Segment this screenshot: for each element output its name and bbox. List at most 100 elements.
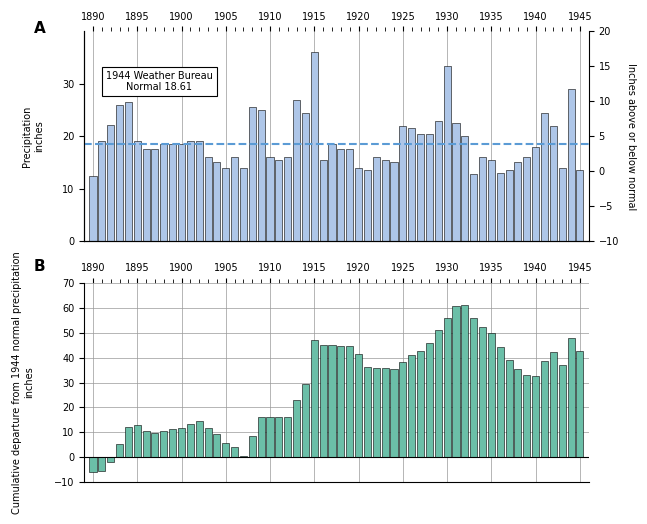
Bar [346,346,353,457]
Bar [452,306,459,457]
Bar [125,427,132,457]
Bar [116,105,123,241]
Bar [311,52,318,241]
Bar [258,110,265,241]
Bar [258,417,265,457]
Bar [276,417,283,457]
Bar [505,170,512,241]
Bar [187,424,194,457]
Bar [240,168,247,241]
Bar [169,429,176,457]
Bar [125,102,132,241]
Bar [461,305,468,457]
Text: A: A [34,21,45,36]
Bar [337,346,344,457]
Bar [497,173,504,241]
Bar [558,365,565,457]
Bar [390,162,397,241]
Bar [382,368,389,457]
Y-axis label: Inches above or below normal: Inches above or below normal [626,62,635,210]
Bar [329,144,336,241]
Bar [293,100,300,241]
Bar [497,347,504,457]
Bar [355,354,362,457]
Bar [169,144,176,241]
Bar [284,417,291,457]
Bar [523,375,531,457]
Bar [550,126,557,241]
Bar [214,162,221,241]
Bar [240,456,247,457]
Bar [444,318,451,457]
Bar [320,160,327,241]
Bar [470,174,477,241]
Bar [267,157,274,241]
Bar [98,457,105,472]
Y-axis label: Precipitation
inches: Precipitation inches [22,105,44,167]
Bar [470,318,477,457]
Bar [160,144,168,241]
Bar [337,149,344,241]
Bar [399,126,406,241]
Bar [311,340,318,457]
Bar [222,443,229,457]
Bar [151,433,159,457]
Bar [408,355,415,457]
Bar [222,168,229,241]
Bar [461,136,468,241]
Bar [576,352,584,457]
Bar [267,417,274,457]
Bar [355,168,362,241]
Bar [417,134,424,241]
Bar [293,400,300,457]
Bar [116,444,123,457]
Bar [142,149,149,241]
Bar [417,351,424,457]
Bar [488,160,495,241]
Bar [276,160,283,241]
Bar [89,176,96,241]
Bar [479,328,486,457]
Bar [187,141,194,241]
Bar [134,141,141,241]
Bar [134,425,141,457]
Bar [390,369,397,457]
Bar [204,428,212,457]
Bar [178,428,185,457]
Bar [302,113,309,241]
Bar [151,149,159,241]
Bar [346,149,353,241]
Bar [373,157,380,241]
Bar [558,168,565,241]
Bar [426,343,433,457]
Bar [249,436,256,457]
Bar [204,157,212,241]
Text: 1944 Weather Bureau
Normal 18.61: 1944 Weather Bureau Normal 18.61 [106,71,213,92]
Bar [426,134,433,241]
Bar [567,338,575,457]
Y-axis label: Cumulative departure from 1944 normal precipitation
inches: Cumulative departure from 1944 normal pr… [12,251,34,514]
Bar [488,333,495,457]
Bar [373,368,380,457]
Bar [107,457,115,462]
Bar [160,431,168,457]
Bar [523,157,531,241]
Bar [541,361,548,457]
Bar [399,363,406,457]
Bar [364,170,371,241]
Bar [514,162,521,241]
Bar [231,447,238,457]
Bar [195,141,203,241]
Bar [107,125,115,241]
Bar [514,369,521,457]
Bar [479,157,486,241]
Bar [444,66,451,241]
Bar [329,345,336,457]
Bar [505,359,512,457]
Bar [142,431,149,457]
Bar [435,121,442,241]
Bar [382,160,389,241]
Bar [320,345,327,457]
Bar [532,147,539,241]
Bar [532,376,539,457]
